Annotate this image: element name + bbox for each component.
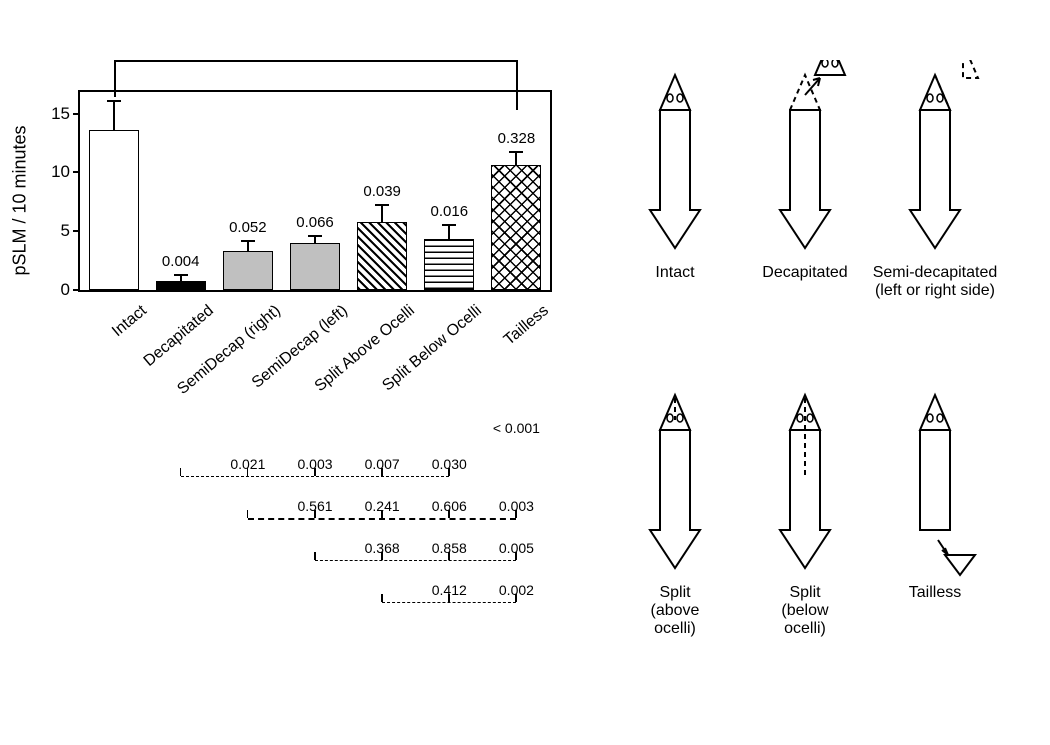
category-label: Decapitated bbox=[91, 302, 217, 412]
error-bar bbox=[448, 225, 450, 239]
bar-1 bbox=[156, 281, 206, 290]
y-tick-label: 10 bbox=[51, 162, 70, 182]
error-cap bbox=[241, 240, 255, 242]
diagram-split-above bbox=[630, 380, 720, 580]
bar-0 bbox=[89, 130, 139, 290]
error-bar bbox=[113, 101, 115, 130]
error-bar bbox=[314, 236, 316, 243]
category-label: SemiDecap (right) bbox=[158, 302, 284, 412]
category-label: Split Above Ocelli bbox=[292, 302, 418, 412]
p-value-label: 0.004 bbox=[162, 253, 200, 270]
p-value-label: 0.066 bbox=[296, 214, 334, 231]
error-cap bbox=[375, 204, 389, 206]
bar-3 bbox=[290, 243, 340, 290]
diagram-label: Tailless bbox=[870, 584, 1000, 602]
diagram-label: Semi-decapitated(left or right side) bbox=[870, 264, 1000, 300]
y-tick bbox=[73, 289, 80, 291]
error-bar bbox=[515, 152, 517, 165]
diagram-semi bbox=[890, 60, 980, 260]
bar-chart bbox=[80, 90, 550, 290]
bar-5 bbox=[424, 239, 474, 290]
diagram-label: Intact bbox=[610, 264, 740, 282]
p-value-below: < 0.001 bbox=[493, 420, 540, 436]
y-tick bbox=[73, 113, 80, 115]
category-label: SemiDecap (left) bbox=[225, 302, 351, 412]
p-value-label: 0.016 bbox=[431, 203, 469, 220]
p-value-label: 0.039 bbox=[363, 183, 401, 200]
error-cap bbox=[308, 235, 322, 237]
diagram-label: Split(belowocelli) bbox=[740, 584, 870, 638]
y-tick-label: 0 bbox=[61, 280, 70, 300]
y-tick bbox=[73, 230, 80, 232]
x-axis bbox=[78, 290, 552, 292]
diagram-split-below bbox=[760, 380, 850, 580]
diagram-tailless bbox=[890, 380, 980, 580]
error-cap bbox=[174, 274, 188, 276]
bar-2 bbox=[223, 251, 273, 290]
error-bar bbox=[247, 241, 249, 252]
diagram-intact bbox=[630, 60, 720, 260]
bar-4 bbox=[357, 222, 407, 290]
diagram-label: Split(aboveocelli) bbox=[610, 584, 740, 638]
figure-root: pSLM / 10 minutes 051015 IntactDecapitat… bbox=[0, 0, 1050, 745]
p-value-label: 0.052 bbox=[229, 219, 267, 236]
p-value-label: 0.328 bbox=[498, 130, 536, 147]
chart-right-border bbox=[550, 90, 552, 290]
category-label: Split Below Ocelli bbox=[359, 302, 485, 412]
bar-6 bbox=[491, 165, 541, 290]
error-cap bbox=[442, 224, 456, 226]
error-bar bbox=[381, 205, 383, 221]
category-label: Tailless bbox=[427, 302, 553, 412]
error-cap bbox=[509, 151, 523, 153]
y-tick bbox=[73, 171, 80, 173]
diagram-decapitated bbox=[760, 60, 850, 260]
y-tick-label: 5 bbox=[61, 221, 70, 241]
y-axis-title: pSLM / 10 minutes bbox=[10, 125, 31, 275]
diagram-label: Decapitated bbox=[740, 264, 870, 282]
category-label: Intact bbox=[24, 302, 150, 412]
y-tick-label: 15 bbox=[51, 104, 70, 124]
error-cap bbox=[107, 100, 121, 102]
